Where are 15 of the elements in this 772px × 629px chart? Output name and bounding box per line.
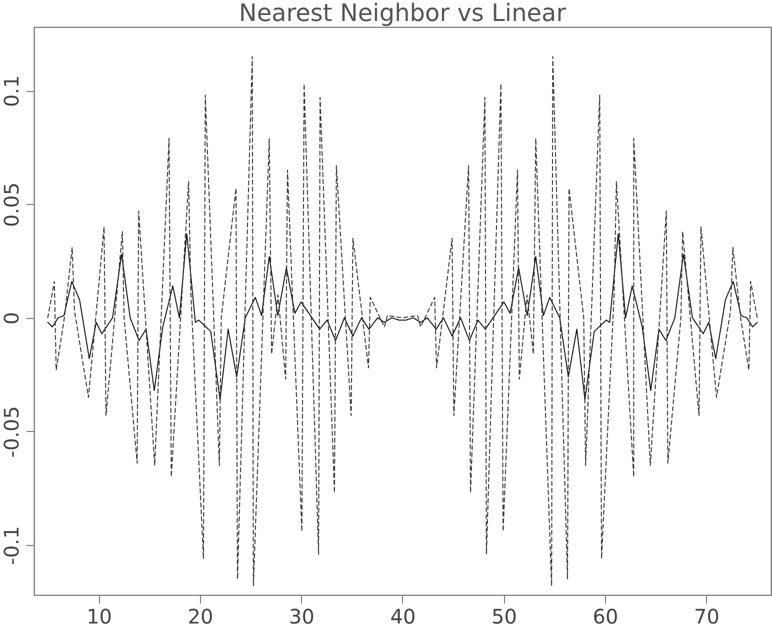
chart-title: Nearest Neighbor vs Linear (238, 0, 566, 27)
line-series (47, 233, 758, 400)
x-tick-label: 10 (86, 604, 112, 628)
y-tick-label: 0.05 (0, 182, 24, 227)
x-tick-label: 70 (694, 604, 720, 628)
y-tick-label: -0.05 (0, 406, 24, 458)
x-tick-label: 40 (390, 604, 416, 628)
x-tick-label: 20 (188, 604, 214, 628)
y-tick-label: 0 (0, 312, 24, 325)
x-tick-label: 30 (289, 604, 314, 628)
x-tick-label: 50 (492, 604, 517, 628)
y-tick-label: -0.1 (0, 526, 24, 566)
line-series (47, 56, 758, 586)
x-tick-label: 60 (592, 604, 618, 628)
y-tick-label: 0.1 (0, 75, 24, 108)
